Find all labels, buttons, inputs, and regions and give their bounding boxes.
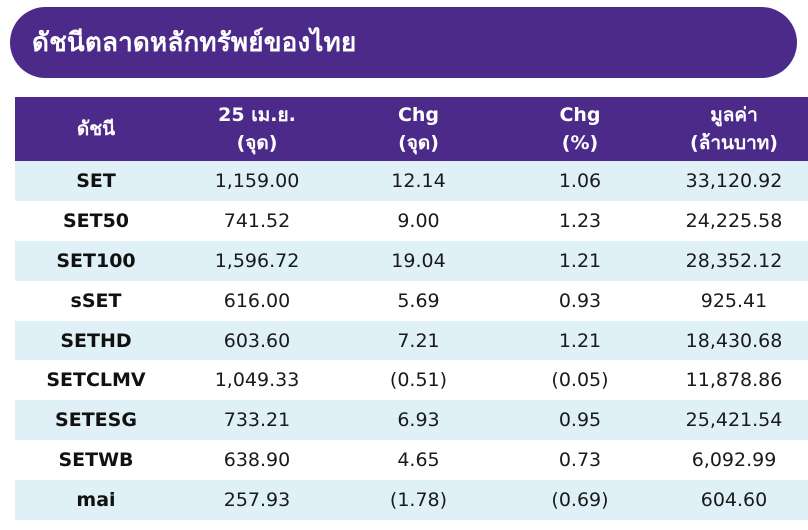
change-points: 6.93 (397, 409, 440, 432)
table-body: SET 1,159.00 12.14 1.06 33,120.92 SET50 … (15, 161, 808, 521)
trade-value: 28,352.12 (685, 249, 783, 272)
change-points: (0.51) (389, 369, 448, 392)
column-header-line1: Chg (559, 104, 601, 126)
change-points: 5.69 (397, 289, 440, 312)
column-header-line1: ดัชนี (76, 118, 116, 140)
index-name: SETESG (55, 409, 137, 432)
index-name: mai (76, 489, 116, 512)
column-header-line2: (%) (561, 132, 599, 154)
change-percent: (0.05) (551, 369, 609, 392)
trade-value: 25,421.54 (685, 409, 783, 432)
table-row: SETCLMV 1,049.33 (0.51) (0.05) 11,878.86 (15, 360, 808, 401)
trade-value: 33,120.92 (685, 169, 783, 192)
close-value: 603.60 (223, 329, 291, 352)
change-percent: 1.06 (558, 169, 602, 192)
index-name: SETHD (60, 329, 132, 352)
table-row: mai 257.93 (1.78) (0.69) 604.60 (15, 480, 808, 521)
index-name: SETWB (58, 449, 134, 472)
change-points: 4.65 (397, 449, 440, 472)
table-row: SETESG 733.21 6.93 0.95 25,421.54 (15, 400, 808, 441)
trade-value: 604.60 (700, 489, 768, 512)
column-header-index: ดัชนี (15, 97, 177, 161)
table-header: ดัชนี 25 เม.ย. (จุด) Chg (จุด) Chg (%) ม… (15, 97, 808, 161)
change-percent: (0.69) (551, 489, 609, 512)
index-name: SET100 (56, 249, 136, 272)
column-header-value: มูลค่า (ล้านบาท) (660, 97, 808, 161)
close-value: 257.93 (223, 489, 291, 512)
index-table-container: ดัชนี 25 เม.ย. (จุด) Chg (จุด) Chg (%) ม… (15, 97, 808, 521)
column-header-close: 25 เม.ย. (จุด) (177, 97, 337, 161)
trade-value: 11,878.86 (685, 369, 783, 392)
column-header-line2: (จุด) (398, 132, 439, 154)
close-value: 741.52 (223, 209, 291, 232)
title-banner: ดัชนีตลาดหลักทรัพย์ของไทย (10, 7, 797, 78)
index-name: SETCLMV (46, 369, 146, 392)
table-row: SET100 1,596.72 19.04 1.21 28,352.12 (15, 240, 808, 281)
table-row: SET50 741.52 9.00 1.23 24,225.58 (15, 200, 808, 241)
index-name: SET (76, 169, 116, 192)
trade-value: 6,092.99 (691, 449, 777, 472)
column-header-chg-percent: Chg (%) (500, 97, 660, 161)
close-value: 638.90 (223, 449, 291, 472)
column-header-line1: มูลค่า (710, 104, 758, 126)
table-row: SETWB 638.90 4.65 0.73 6,092.99 (15, 440, 808, 481)
change-points: 9.00 (397, 209, 440, 232)
header-row: ดัชนี 25 เม.ย. (จุด) Chg (จุด) Chg (%) ม… (15, 97, 808, 161)
close-value: 733.21 (223, 409, 291, 432)
close-value: 1,159.00 (214, 169, 300, 192)
table-row: SET 1,159.00 12.14 1.06 33,120.92 (15, 161, 808, 201)
index-name: SET50 (62, 209, 130, 232)
change-percent: 0.93 (558, 289, 602, 312)
change-percent: 0.73 (558, 449, 602, 472)
page-title: ดัชนีตลาดหลักทรัพย์ของไทย (32, 28, 357, 58)
change-percent: 1.21 (558, 249, 602, 272)
change-percent: 1.23 (558, 209, 602, 232)
table-row: sSET 616.00 5.69 0.93 925.41 (15, 280, 808, 321)
column-header-line1: 25 เม.ย. (218, 104, 296, 126)
column-header-chg-points: Chg (จุด) (337, 97, 500, 161)
change-points: 12.14 (391, 169, 446, 192)
close-value: 1,596.72 (214, 249, 300, 272)
index-table: ดัชนี 25 เม.ย. (จุด) Chg (จุด) Chg (%) ม… (15, 97, 808, 521)
change-points: 7.21 (397, 329, 440, 352)
change-points: 19.04 (391, 249, 446, 272)
column-header-line2: (ล้านบาท) (690, 132, 778, 154)
change-percent: 0.95 (558, 409, 602, 432)
change-percent: 1.21 (558, 329, 602, 352)
column-header-line1: Chg (397, 104, 440, 126)
trade-value: 18,430.68 (685, 329, 783, 352)
trade-value: 925.41 (700, 289, 768, 312)
index-name: sSET (70, 289, 122, 312)
trade-value: 24,225.58 (685, 209, 783, 232)
close-value: 616.00 (223, 289, 291, 312)
table-row: SETHD 603.60 7.21 1.21 18,430.68 (15, 320, 808, 361)
column-header-line2: (จุด) (236, 132, 278, 154)
change-points: (1.78) (389, 489, 448, 512)
close-value: 1,049.33 (214, 369, 300, 392)
